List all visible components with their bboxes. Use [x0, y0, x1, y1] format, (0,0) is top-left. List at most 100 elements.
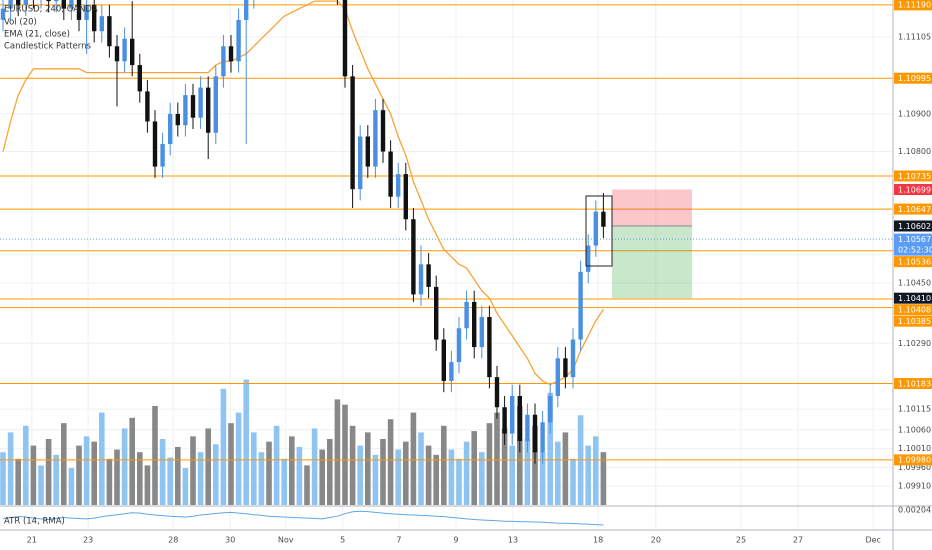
candle-body [16, 0, 21, 5]
volume-bar [509, 445, 515, 505]
volume-bar [296, 446, 303, 505]
volume-bar [83, 436, 90, 505]
price-label-bg [894, 378, 932, 390]
candle-body [570, 339, 576, 378]
price-label-bg [894, 315, 932, 327]
candle-body [221, 46, 226, 77]
candle-body [168, 113, 173, 145]
price-label: 1.10735 [898, 172, 931, 181]
candle-body [380, 110, 386, 152]
main-pane [0, 0, 893, 505]
price-label-bg [894, 72, 932, 84]
volume-bar [555, 441, 561, 505]
volume-bar [91, 441, 97, 505]
volume-bar [0, 452, 6, 505]
candle-body [502, 407, 507, 434]
volume-bar [53, 454, 59, 505]
volume-bar [38, 465, 44, 505]
x-tick-label: 9 [453, 536, 458, 545]
y-tick-label: 1.10010 [898, 444, 931, 453]
candle-body [130, 38, 135, 66]
candle-body [441, 339, 446, 381]
volume-bar [532, 425, 538, 505]
candle-body [145, 91, 150, 122]
candle-body [472, 301, 477, 348]
y-tick-label: 1.09910 [898, 482, 931, 491]
volume-bar [327, 439, 333, 505]
y-tick-label: 1.11105 [898, 32, 931, 41]
candle-body [69, 0, 74, 9]
price-label: 1.10410 [898, 294, 931, 303]
atr-line [2, 510, 604, 526]
x-tick-label: 21 [27, 536, 37, 545]
price-label: 1.10408 [898, 305, 931, 314]
candle-body [426, 264, 431, 287]
volume-bar [258, 452, 265, 505]
candle-body [228, 46, 234, 62]
price-label: 1.10536 [898, 257, 931, 266]
x-tick-label: 30 [225, 536, 235, 545]
y-tick-label: 1.10900 [898, 109, 931, 118]
volume-bar [213, 444, 219, 505]
price-label: 1.11190 [898, 1, 931, 10]
volume-bar [425, 445, 432, 505]
candle-body [183, 95, 188, 126]
volume-bar [403, 441, 409, 505]
indicator-label: Vol (20) [4, 18, 37, 28]
volume-bar [45, 439, 52, 505]
volume-bar [593, 436, 599, 505]
candle-body [411, 219, 416, 295]
volume-bar [129, 417, 135, 505]
candle-body [206, 87, 211, 133]
candle-body [358, 136, 363, 190]
x-tick-label: Nov [278, 536, 294, 545]
candle-body [99, 16, 104, 32]
candle-body [365, 136, 370, 167]
price-label: 1.10647 [898, 205, 931, 214]
candle-body [601, 211, 606, 227]
price-label: 1.10995 [898, 74, 931, 83]
price-label: 1.10183 [898, 379, 931, 388]
candle-body [236, 19, 241, 62]
candle-body [160, 144, 165, 167]
candle-body [114, 46, 120, 62]
candle-body [487, 316, 492, 378]
volume-bar [61, 423, 67, 505]
x-tick-label: 28 [168, 536, 178, 545]
volume-bar [175, 446, 181, 505]
candle-body [350, 76, 355, 190]
price-label-bg [894, 203, 932, 215]
indicator-label: Candlestick Patterns [4, 42, 92, 52]
candle-body [373, 110, 378, 167]
y-tick-label: 1.09960 [898, 463, 931, 472]
volume-bar [228, 423, 234, 505]
x-tick-label: 20 [651, 536, 661, 545]
candle-body [563, 358, 568, 378]
price-label-bg [894, 233, 932, 256]
volume-bar [106, 458, 113, 505]
volume-bar [562, 432, 569, 505]
volume-bar [600, 452, 607, 505]
candle-body [555, 358, 560, 396]
candle-body [76, 0, 82, 20]
x-tick-label: 7 [396, 536, 401, 545]
volume-bar [486, 423, 493, 505]
volume-bar [365, 432, 371, 505]
volume-bar [501, 428, 508, 505]
price-label-bg [894, 256, 932, 268]
volume-bar [547, 392, 553, 505]
candle-body [418, 264, 424, 295]
candle-body [578, 271, 583, 340]
volume-bar [539, 452, 546, 505]
volume-bar [137, 452, 143, 505]
volume-bar [289, 436, 295, 505]
ema-line [2, 0, 604, 386]
x-tick-label: 23 [83, 536, 93, 545]
volume-bar [273, 425, 280, 505]
x-tick-label: 5 [340, 536, 345, 545]
price-label-bg [894, 292, 932, 304]
volume-bar [319, 449, 325, 505]
volume-bar [205, 428, 211, 505]
candle-body [8, 0, 13, 9]
candle-body [525, 414, 530, 442]
